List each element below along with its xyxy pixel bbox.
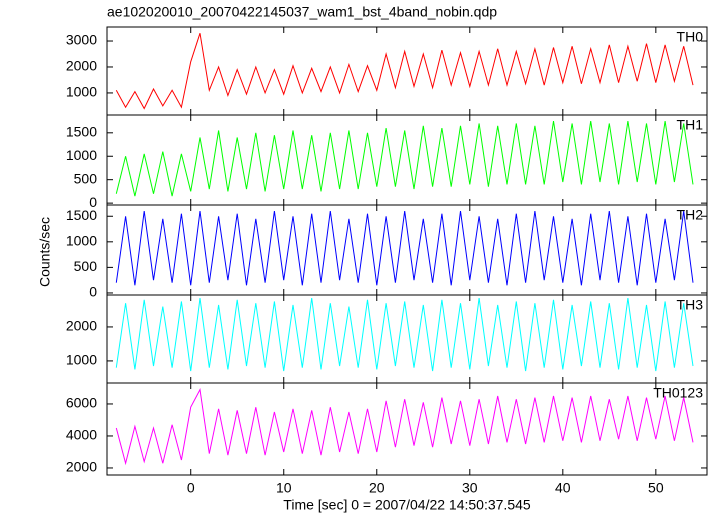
y-tick-label: 1000 xyxy=(66,233,97,249)
y-tick-label: 3000 xyxy=(66,32,97,48)
panel-frame xyxy=(106,114,708,206)
y-tick-label: 1000 xyxy=(66,84,97,100)
chart-title: ae102020010_20070422145037_wam1_bst_4ban… xyxy=(107,4,497,20)
x-tick-label: 50 xyxy=(648,480,664,496)
x-tick-label: 0 xyxy=(187,480,195,496)
x-tick-label: 10 xyxy=(276,480,292,496)
y-tick-label: 500 xyxy=(74,258,98,274)
panel-frame xyxy=(106,204,708,296)
series-line xyxy=(115,298,694,372)
y-tick-label: 2000 xyxy=(66,459,97,475)
series-line xyxy=(115,33,694,110)
y-tick-label: 2000 xyxy=(66,58,97,74)
series-line xyxy=(115,388,694,466)
series-name: TH0123 xyxy=(653,385,703,401)
series-name: TH0 xyxy=(677,29,704,45)
series-name: TH2 xyxy=(677,207,704,223)
y-tick-label: 1500 xyxy=(66,207,97,223)
x-tick-label: 40 xyxy=(555,480,571,496)
x-tick-label: 20 xyxy=(369,480,385,496)
y-tick-label: 0 xyxy=(89,194,97,210)
series-line xyxy=(115,211,694,286)
series-name: TH3 xyxy=(677,297,704,313)
x-axis-label: Time [sec] 0 = 2007/04/22 14:50:37.545 xyxy=(283,497,531,513)
y-tick-label: 6000 xyxy=(66,395,97,411)
series-line xyxy=(115,121,694,197)
y-tick-label: 1500 xyxy=(66,124,97,140)
y-tick-label: 1000 xyxy=(66,352,97,368)
panel-frame xyxy=(106,294,708,384)
y-axis-label: Counts/sec xyxy=(37,217,53,287)
y-tick-label: 4000 xyxy=(66,427,97,443)
series-name: TH1 xyxy=(677,117,704,133)
y-tick-label: 1000 xyxy=(66,147,97,163)
panel-frame xyxy=(106,26,708,116)
y-tick-label: 500 xyxy=(74,170,98,186)
panel-frame xyxy=(106,382,708,476)
y-tick-label: 2000 xyxy=(66,318,97,334)
y-tick-label: 0 xyxy=(89,284,97,300)
x-tick-label: 30 xyxy=(462,480,478,496)
